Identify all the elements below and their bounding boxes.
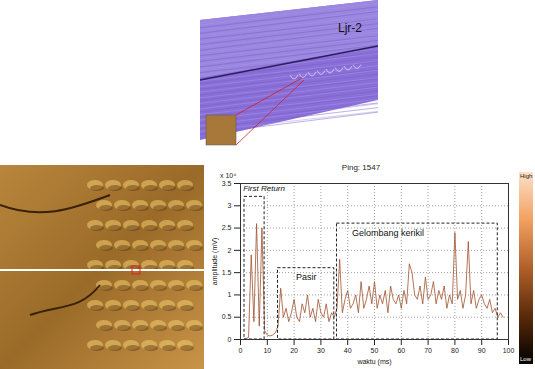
svg-text:30: 30 bbox=[317, 347, 325, 354]
svg-text:Gelombang kerikil: Gelombang kerikil bbox=[352, 228, 424, 238]
svg-text:90: 90 bbox=[478, 347, 486, 354]
html-text:High: High bbox=[520, 173, 533, 179]
svg-text:Ljr-2: Ljr-2 bbox=[338, 21, 362, 35]
html-text:Ping: 1547: Ping: 1547 bbox=[341, 163, 381, 172]
svg-text:2.5: 2.5 bbox=[222, 224, 232, 231]
svg-text:3.5: 3.5 bbox=[222, 180, 232, 187]
svg-text:80: 80 bbox=[451, 347, 459, 354]
svg-text:2: 2 bbox=[228, 247, 232, 254]
svg-text:waktu (ms): waktu (ms) bbox=[356, 358, 391, 366]
svg-text:First Return: First Return bbox=[243, 184, 285, 193]
svg-text:0: 0 bbox=[239, 347, 243, 354]
html-text:x 10⁴: x 10⁴ bbox=[220, 172, 237, 179]
svg-text:amplitude (mV): amplitude (mV) bbox=[211, 238, 219, 285]
svg-text:70: 70 bbox=[424, 347, 432, 354]
svg-text:60: 60 bbox=[397, 347, 405, 354]
svg-text:3: 3 bbox=[228, 202, 232, 209]
svg-text:40: 40 bbox=[344, 347, 352, 354]
svg-text:50: 50 bbox=[371, 347, 379, 354]
html-text:Low: Low bbox=[520, 356, 531, 362]
svg-text:20: 20 bbox=[290, 347, 298, 354]
svg-text:1.5: 1.5 bbox=[222, 269, 232, 276]
svg-text:1: 1 bbox=[228, 291, 232, 298]
svg-text:100: 100 bbox=[503, 347, 515, 354]
svg-text:Pasir: Pasir bbox=[296, 272, 317, 282]
svg-text:0.5: 0.5 bbox=[222, 313, 232, 320]
svg-text:0: 0 bbox=[228, 336, 232, 343]
svg-text:10: 10 bbox=[263, 347, 271, 354]
